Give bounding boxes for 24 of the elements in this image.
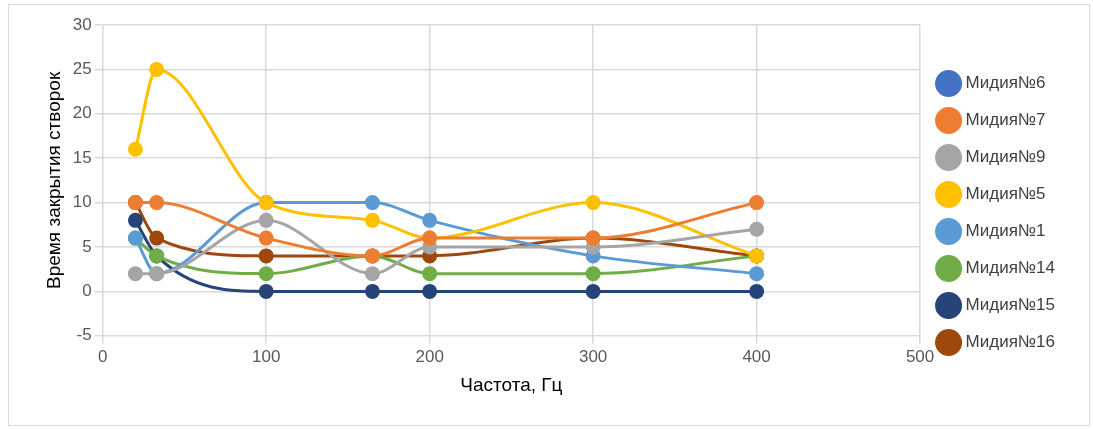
x-axis-title: Частота, Гц xyxy=(460,373,563,395)
legend-label: Мидия№14 xyxy=(965,258,1056,278)
legend-label: Мидия№9 xyxy=(965,147,1046,167)
y-tick-label: 10 xyxy=(72,192,92,212)
legend-label: Мидия№7 xyxy=(965,110,1046,130)
legend-label: Мидия№5 xyxy=(965,184,1046,204)
y-tick-label: -5 xyxy=(76,325,92,345)
x-tick-label: 0 xyxy=(97,346,108,366)
y-tick-label: 5 xyxy=(82,236,92,256)
legend-label: Мидия№16 xyxy=(965,332,1056,352)
legend-label: Мидия№1 xyxy=(965,221,1046,241)
x-tick-label: 200 xyxy=(415,346,444,366)
legend-label: Мидия№15 xyxy=(965,295,1056,315)
legend-label: Мидия№6 xyxy=(965,73,1046,93)
y-tick-label: 20 xyxy=(72,103,92,123)
y-axis-title: Время закрытия створок xyxy=(42,71,64,290)
x-tick-label: 100 xyxy=(251,346,281,366)
y-tick-label: 25 xyxy=(72,59,92,79)
y-tick-label: 15 xyxy=(72,147,92,167)
y-tick-label: 0 xyxy=(82,281,92,301)
x-tick-label: 300 xyxy=(578,346,608,366)
x-tick-label: 500 xyxy=(905,346,935,366)
x-tick-label: 400 xyxy=(742,346,771,366)
y-tick-label: 30 xyxy=(72,14,92,34)
